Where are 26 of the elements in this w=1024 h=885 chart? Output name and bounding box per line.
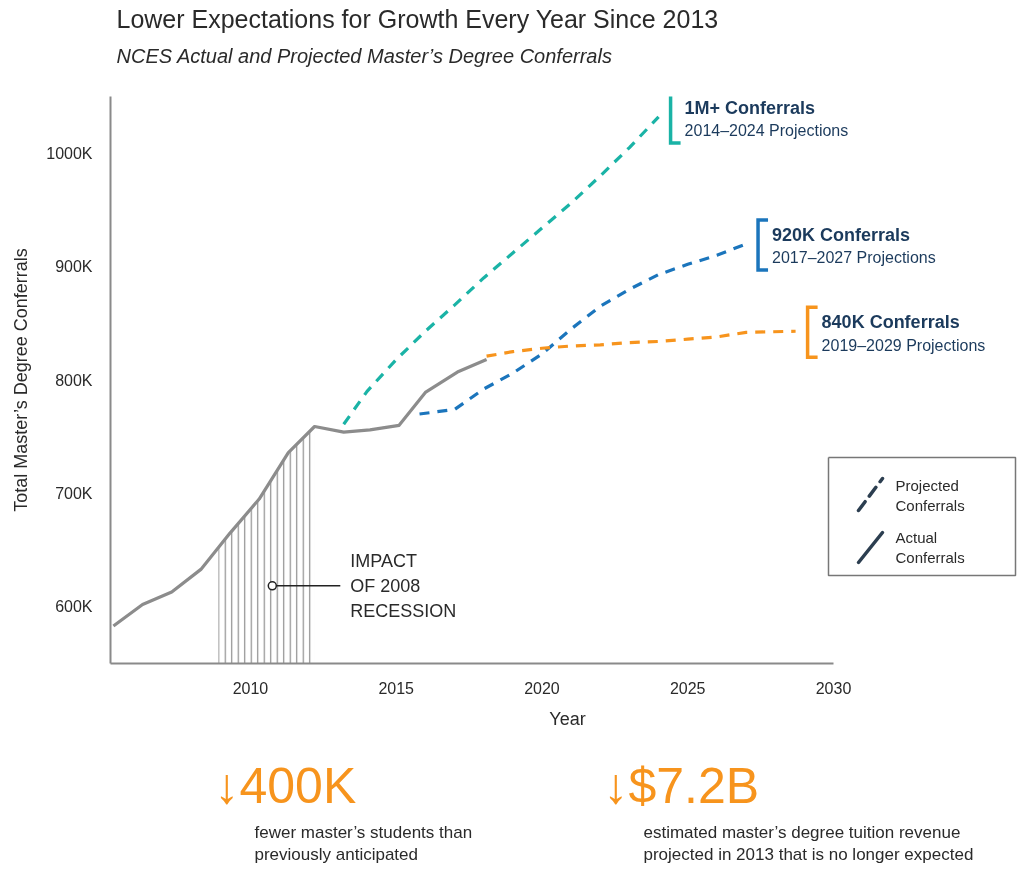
text: Projected Conferrals (895, 476, 965, 514)
x-tick-label: 2020 (524, 679, 560, 697)
annotation: 1M+ Conferrals 2014–2024 Projections (684, 97, 849, 140)
annotation: IMPACT OF 2008 RECESSION (350, 550, 457, 621)
y-tick-label: 900K (55, 258, 93, 276)
y-tick-label: 1000K (46, 144, 93, 162)
annotation: 920K Conferrals 2017–2027 Projections (772, 224, 936, 267)
y-tick-label: 700K (55, 484, 93, 502)
x-tick-label: 2030 (815, 679, 852, 697)
chart-title: Lower Expectations for Growth Every Year Since 2013 (116, 4, 719, 33)
x-tick-label: 2015 (378, 679, 415, 697)
line-series (484, 329, 798, 358)
line-series (342, 115, 661, 426)
y-tick-label: 600K (55, 598, 93, 616)
text: ↓400K (214, 757, 357, 814)
x-tick-label: 2025 (669, 679, 706, 697)
chart-subtitle: NCES Actual and Projected Master’s Degree Conferrals (116, 44, 612, 67)
text: Actual Conferrals (895, 528, 965, 566)
text: ↓$7.2B (603, 757, 760, 814)
y-axis-title: Total Master’s Degree Conferrals (11, 248, 32, 512)
text: fewer master’s students than previously anticipated (254, 822, 473, 865)
y-tick-label: 800K (55, 371, 93, 389)
x-axis-title: Year (549, 708, 586, 729)
x-tick-label: 2010 (232, 679, 269, 697)
annotation: 840K Conferrals 2019–2029 Projections (821, 312, 986, 354)
text: estimated master’s degree tuition revenue projected in 2013 that is no longer expected (643, 822, 974, 865)
